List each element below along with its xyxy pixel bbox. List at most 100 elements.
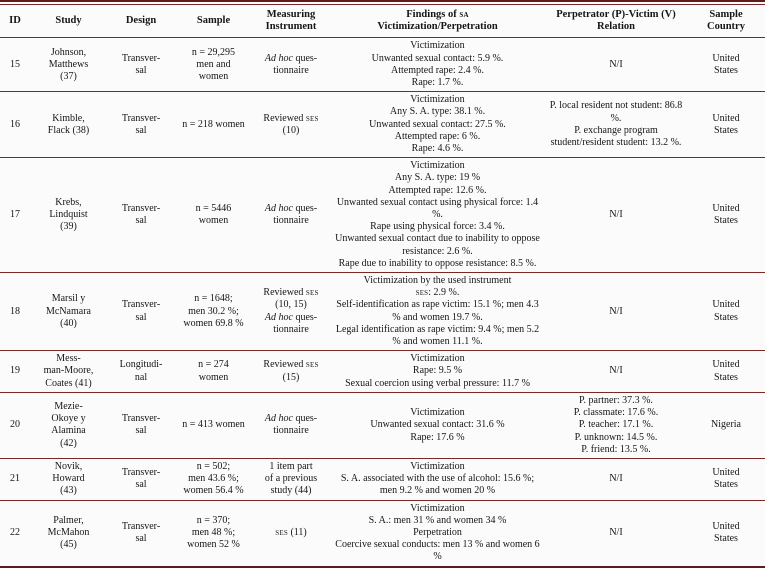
text-segment: n = 413 women	[182, 419, 245, 431]
cell-line: men 48 %;	[178, 527, 249, 539]
text-segment: United	[712, 520, 740, 532]
cell-line: Marsil y	[33, 293, 104, 305]
cell-line: States	[690, 372, 762, 384]
cell-design: Transver-sal	[107, 500, 175, 567]
text-segment: Reviewed	[263, 112, 306, 124]
cell-line: study (44)	[255, 485, 327, 497]
cell-line: Victimization	[334, 353, 541, 365]
cell-line: Reviewed ses	[255, 287, 327, 299]
cell-findings: Victimization Any S. A. type: 38.1 %. Unwa…	[330, 92, 545, 158]
studies-table: ID Study Design Sample Measuring Instrument Fi…	[0, 5, 765, 568]
cell-line: women 52 %	[178, 539, 249, 551]
cell-line: Longitudi-	[110, 359, 172, 371]
cell-sample: n = 5446 women	[175, 158, 252, 273]
cell-sample: n = 1648; men 30.2 %; women 69.8 %	[175, 273, 252, 351]
text-segment: ses	[305, 359, 319, 371]
cell-line: 22	[3, 527, 27, 539]
text-segment: Transver-	[121, 520, 161, 532]
text-segment: tionnaire	[273, 323, 309, 335]
text-segment: Coates (41)	[45, 377, 92, 389]
text-segment: ses	[275, 526, 288, 538]
cell-study: Krebs, Lindquist (39)	[30, 158, 107, 273]
cell-findings: Victimization Unwanted sexual contact: 5.…	[330, 38, 545, 92]
text-segment: United	[712, 112, 740, 124]
text-segment: N/I	[609, 365, 623, 377]
cell-line: (10)	[255, 125, 327, 137]
cell-study: Kimble, Flack (38)	[30, 92, 107, 158]
cell-design: Transver-sal	[107, 392, 175, 458]
cell-design: Transver-sal	[107, 273, 175, 351]
text-segment: (10)	[282, 124, 300, 136]
cell-line: Unwanted sexual contact: 31.6 %	[334, 419, 541, 431]
text-segment: 1 item part	[269, 460, 313, 472]
text-segment: Victimization	[410, 502, 465, 514]
column-header-findings: Findings of sa Victimization/Perpetration	[330, 5, 545, 39]
cell-study: Mess-man-Moore, Coates (41)	[30, 351, 107, 393]
cell-line: P. exchange program student/resident stu…	[548, 125, 684, 149]
column-header-country: Sample Country	[687, 5, 765, 39]
cell-line: States	[690, 533, 762, 545]
text-segment: tionnaire	[273, 64, 309, 76]
cell-line: man-Moore,	[33, 365, 104, 377]
cell-line: Unwanted sexual contact: 5.9 %.	[334, 53, 541, 65]
cell-id: 18	[0, 273, 30, 351]
cell-study: Mezie- Okoye y Alamina (42)	[30, 392, 107, 458]
text-segment: 15	[10, 58, 20, 70]
text-segment: States	[714, 124, 738, 136]
text-segment: Novik,	[54, 460, 83, 472]
cell-line: Transver-	[110, 113, 172, 125]
cell-findings: Victimization Unwanted sexual contact: 31…	[330, 392, 545, 458]
text-segment: sa	[459, 9, 469, 20]
cell-line: Ad hoc ques-	[255, 413, 327, 425]
text-segment: S. A.: men 31 % and women 34 %	[368, 514, 507, 526]
cell-line: ses (11)	[255, 527, 327, 539]
cell-perpetrator: N/I	[545, 351, 687, 393]
text-segment: Ad hoc	[264, 202, 293, 214]
text-segment: 19	[10, 365, 20, 377]
text-segment: tionnaire	[273, 425, 309, 437]
text-segment: Sample	[709, 9, 743, 20]
text-segment: ses	[305, 287, 319, 299]
cell-line: Matthews	[33, 59, 104, 71]
cell-line: P. unknown: 14.5 %.	[548, 432, 684, 444]
text-segment: States	[714, 64, 738, 76]
cell-line: P. local resident not student: 86.8 %.	[548, 100, 684, 124]
cell-line: United	[690, 113, 762, 125]
text-segment: Longitudi-	[119, 359, 163, 371]
text-segment: Coercive sexual conducts: men 13 % and w…	[335, 539, 540, 563]
cell-line: (45)	[33, 539, 104, 551]
text-segment: Matthews	[48, 58, 89, 70]
text-segment: P. unknown: 14.5 %.	[574, 431, 658, 443]
text-segment: men 30.2 %;	[188, 305, 239, 317]
cell-line: women 56.4 %	[178, 485, 249, 497]
cell-line: N/I	[548, 59, 684, 71]
cell-line: n = 370;	[178, 515, 249, 527]
cell-line: ID	[2, 15, 28, 27]
cell-instrument: Reviewed ses (10)	[252, 92, 330, 158]
text-segment: Marsil y	[51, 293, 86, 305]
cell-line: sal	[110, 479, 172, 491]
cell-line: Nigeria	[690, 419, 762, 431]
text-segment: men and	[196, 58, 231, 70]
text-segment: Unwanted sexual contact using physical f…	[336, 196, 539, 221]
text-segment: women 52 %	[187, 539, 240, 551]
text-segment: sal	[135, 479, 147, 491]
cell-perpetrator: N/I	[545, 158, 687, 273]
cell-line: Kimble,	[33, 113, 104, 125]
text-segment: : 2.9 %.	[428, 287, 460, 299]
text-segment: P. exchange program student/resident stu…	[550, 124, 682, 148]
text-segment: ses	[305, 112, 319, 124]
column-header-sample: Sample	[175, 5, 252, 39]
cell-line: Transver-	[110, 203, 172, 215]
cell-line: 19	[3, 365, 27, 377]
text-segment: study (44)	[270, 485, 312, 497]
cell-line: S. A.: men 31 % and women 34 %	[334, 515, 541, 527]
cell-line: (43)	[33, 485, 104, 497]
cell-findings: Victimization S. A. associated with the u…	[330, 458, 545, 500]
text-segment: women 56.4 %	[183, 485, 244, 497]
text-segment: Instrument	[265, 21, 317, 33]
column-header-study: Study	[30, 5, 107, 39]
text-segment: Findings of	[406, 9, 460, 20]
table-row: 18 Marsil y McNamara (40) Transver-sal n = 16…	[0, 273, 765, 351]
text-segment: 22	[10, 526, 20, 538]
